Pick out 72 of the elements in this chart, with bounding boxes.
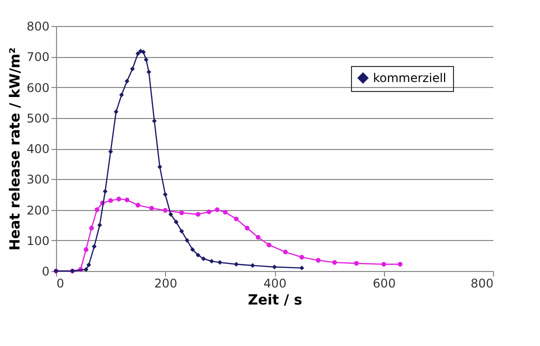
- legend-label: kommerziell: [373, 71, 446, 85]
- x-tick-label: 200: [154, 276, 178, 290]
- point: [332, 260, 337, 265]
- point: [94, 207, 100, 212]
- x-tick-label: 400: [264, 276, 286, 290]
- point: [196, 212, 200, 217]
- point: [234, 216, 239, 222]
- point: [124, 198, 130, 202]
- point: [149, 206, 154, 211]
- y-tick-label: 300: [26, 172, 50, 187]
- point: [119, 92, 124, 98]
- point: [108, 149, 113, 154]
- x-tick-label: 800: [470, 276, 494, 290]
- point: [190, 247, 195, 252]
- point: [316, 258, 321, 263]
- point: [354, 261, 359, 266]
- point: [116, 196, 122, 202]
- point: [146, 70, 152, 74]
- point: [179, 210, 184, 216]
- point: [108, 198, 113, 203]
- point: [144, 57, 148, 62]
- point: [218, 260, 222, 265]
- point: [398, 262, 402, 267]
- point: [162, 192, 168, 197]
- point: [206, 210, 212, 214]
- point: [136, 202, 140, 208]
- point: [256, 234, 260, 240]
- point: [89, 226, 94, 230]
- y-tick-label: 600: [26, 80, 50, 95]
- point: [84, 247, 88, 252]
- point: [141, 50, 146, 54]
- x-tick-label: 0: [56, 276, 64, 290]
- point: [162, 208, 168, 213]
- point: [168, 212, 174, 217]
- point: [92, 244, 97, 249]
- y-tick-label: 500: [26, 111, 50, 126]
- x-tick-label: 600: [372, 276, 396, 290]
- point: [86, 262, 92, 268]
- point: [136, 51, 140, 56]
- point: [196, 252, 200, 258]
- point: [214, 207, 220, 212]
- point: [157, 164, 162, 170]
- point: [152, 118, 157, 124]
- point: [114, 109, 118, 114]
- point: [184, 238, 190, 243]
- point: [102, 189, 108, 194]
- point: [97, 222, 102, 228]
- y-tick-label: 800: [26, 20, 50, 34]
- point: [250, 263, 255, 268]
- point: [84, 267, 88, 272]
- y-tick-label: 400: [26, 142, 50, 156]
- point: [174, 220, 179, 224]
- point: [222, 210, 228, 215]
- point: [124, 78, 130, 84]
- y-axis-title: Heat release rate / kW/m²: [8, 47, 24, 251]
- x-axis-title: Zeit / s: [248, 292, 302, 308]
- point: [283, 250, 288, 254]
- y-tick-label: 200: [26, 203, 50, 218]
- point: [272, 264, 277, 270]
- y-tick-label: 700: [26, 50, 50, 64]
- y-tick-label: 0: [42, 264, 50, 278]
- point: [234, 262, 239, 267]
- point: [201, 256, 206, 262]
- point: [209, 258, 214, 264]
- y-tick-label: 100: [26, 234, 50, 248]
- point: [266, 242, 272, 248]
- point: [299, 254, 304, 260]
- point: [179, 228, 184, 234]
- point: [244, 226, 250, 230]
- point: [130, 66, 135, 72]
- point: [299, 266, 304, 270]
- point: [381, 262, 386, 267]
